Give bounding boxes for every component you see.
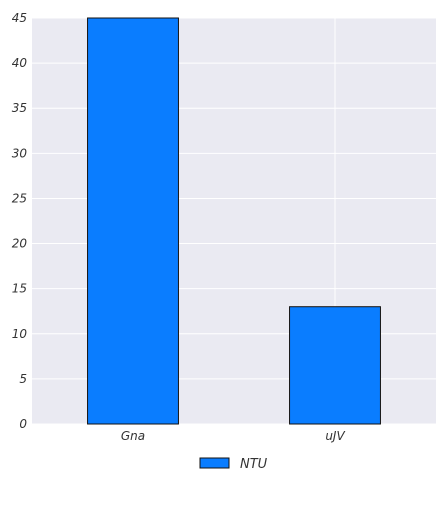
legend-swatch <box>199 457 230 469</box>
bar-Gna <box>87 17 179 425</box>
y-tick-label: 0 <box>19 417 27 431</box>
y-tick-label: 30 <box>12 146 28 160</box>
y-tick-label: 5 <box>19 372 27 386</box>
y-tick-label: 45 <box>12 11 27 25</box>
y-tick-label: 25 <box>12 191 27 205</box>
y-tick-label: 35 <box>12 101 27 115</box>
y-tick-label: 40 <box>12 56 28 70</box>
bar-uJV <box>289 306 381 425</box>
legend: NTU <box>199 457 268 472</box>
legend-label: NTU <box>240 457 268 472</box>
y-axis-ticks: 0 5 10 15 20 25 30 35 40 45 <box>12 11 28 431</box>
bars <box>87 17 381 425</box>
y-tick-label: 10 <box>12 327 28 341</box>
x-tick-label: uJV <box>325 429 345 443</box>
y-tick-label: 20 <box>12 237 28 251</box>
y-tick-label: 15 <box>12 282 27 296</box>
x-axis-ticks: Gna uJV <box>121 429 346 443</box>
x-tick-label: Gna <box>121 429 145 443</box>
